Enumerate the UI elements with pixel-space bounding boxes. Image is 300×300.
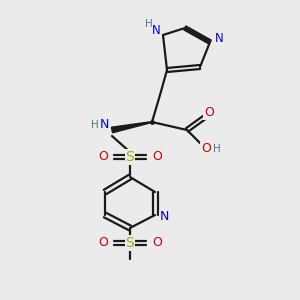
Text: O: O <box>152 151 162 164</box>
Text: H: H <box>145 19 153 29</box>
Text: H: H <box>213 144 221 154</box>
Text: S: S <box>126 150 134 164</box>
Text: N: N <box>159 211 169 224</box>
Text: H: H <box>91 120 99 130</box>
Text: O: O <box>98 236 108 250</box>
Text: O: O <box>98 151 108 164</box>
Text: S: S <box>126 236 134 250</box>
Text: O: O <box>152 236 162 250</box>
Text: O: O <box>204 106 214 119</box>
Text: N: N <box>99 118 109 131</box>
Text: O: O <box>201 142 211 155</box>
Polygon shape <box>112 122 152 133</box>
Text: N: N <box>152 25 160 38</box>
Text: N: N <box>214 32 224 46</box>
